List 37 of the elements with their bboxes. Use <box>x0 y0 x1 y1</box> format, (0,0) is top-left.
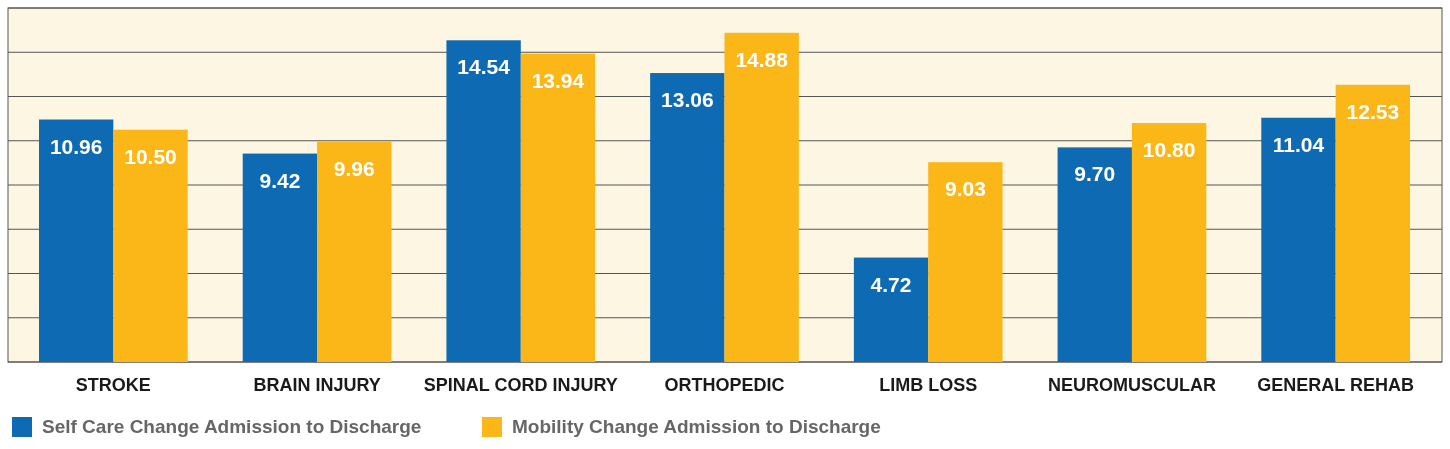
data-label: 13.94 <box>531 68 585 92</box>
x-tick-label: ORTHOPEDIC <box>664 375 785 395</box>
bar <box>650 73 725 362</box>
x-tick-label: LIMB LOSS <box>879 375 978 395</box>
x-tick-label: GENERAL REHAB <box>1257 375 1414 395</box>
x-tick-label: NEUROMUSCULAR <box>1047 375 1216 395</box>
bar <box>39 119 114 362</box>
bar <box>317 141 392 362</box>
data-label: 9.96 <box>333 156 375 180</box>
data-label: 9.03 <box>944 177 986 201</box>
data-label: 10.80 <box>1142 138 1196 162</box>
data-label: 9.70 <box>1074 162 1116 186</box>
bar <box>1261 117 1336 362</box>
bar <box>1057 147 1132 362</box>
bar <box>853 257 929 362</box>
bar <box>446 40 521 362</box>
bar <box>928 162 1003 362</box>
data-label: 11.04 <box>1272 132 1325 156</box>
bar <box>242 153 318 362</box>
x-tick-label: STROKE <box>75 375 151 395</box>
data-label: 10.96 <box>49 134 103 158</box>
bar <box>1335 84 1410 362</box>
data-label: 13.06 <box>661 88 714 112</box>
data-label: 14.88 <box>735 47 789 71</box>
x-tick-label: SPINAL CORD INJURY <box>423 375 618 395</box>
legend-label: Self Care Change Admission to Discharge <box>42 416 422 437</box>
data-label: 9.42 <box>259 168 301 192</box>
data-label: 10.50 <box>124 144 177 168</box>
bar <box>1131 123 1207 362</box>
legend-label: Mobility Change Admission to Discharge <box>512 416 881 437</box>
data-label: 12.53 <box>1346 99 1400 123</box>
bar <box>113 129 188 362</box>
x-tick-label: BRAIN INJURY <box>253 375 381 395</box>
data-label: 4.72 <box>870 272 912 296</box>
bar <box>724 32 799 362</box>
bar <box>520 53 596 362</box>
data-label: 14.54 <box>457 55 511 79</box>
